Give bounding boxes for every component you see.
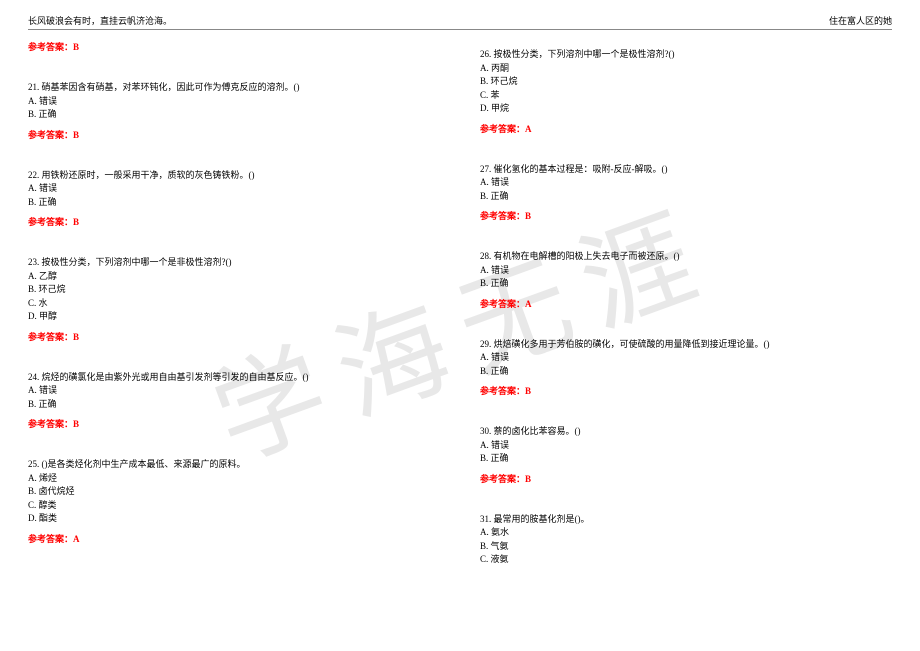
option-31c: C. 液氨 bbox=[480, 553, 892, 567]
question-23: 23. 按极性分类，下列溶剂中哪一个是非极性溶剂?() bbox=[28, 256, 440, 270]
option-25a: A. 烯烃 bbox=[28, 472, 440, 486]
option-31a: A. 氨水 bbox=[480, 526, 892, 540]
option-28b: B. 正确 bbox=[480, 277, 892, 291]
option-30a: A. 错误 bbox=[480, 439, 892, 453]
option-21b: B. 正确 bbox=[28, 108, 440, 122]
option-29b: B. 正确 bbox=[480, 365, 892, 379]
option-26a: A. 丙酮 bbox=[480, 62, 892, 76]
header-right: 住在富人区的她 bbox=[829, 14, 892, 27]
question-22: 22. 用铁粉还原时，一般采用干净，质软的灰色铸铁粉。() bbox=[28, 169, 440, 183]
answer-22: 参考答案：B bbox=[28, 215, 440, 228]
right-column: 26. 按极性分类，下列溶剂中哪一个是极性溶剂?() A. 丙酮 B. 环己烷 … bbox=[480, 34, 892, 573]
option-24b: B. 正确 bbox=[28, 398, 440, 412]
answer-23: 参考答案：B bbox=[28, 330, 440, 343]
option-23a: A. 乙醇 bbox=[28, 270, 440, 284]
option-28a: A. 错误 bbox=[480, 264, 892, 278]
option-26b: B. 环己烷 bbox=[480, 75, 892, 89]
option-30b: B. 正确 bbox=[480, 452, 892, 466]
option-26d: D. 甲烷 bbox=[480, 102, 892, 116]
option-23d: D. 甲醇 bbox=[28, 310, 440, 324]
option-26c: C. 苯 bbox=[480, 89, 892, 103]
question-24: 24. 烷烃的磺氯化是由紫外光或用自由基引发剂等引发的自由基反应。() bbox=[28, 371, 440, 385]
option-25c: C. 醇类 bbox=[28, 499, 440, 513]
page-content: 长风破浪会有时，直挂云帆济沧海。 住在富人区的她 参考答案：B 21. 硝基苯因… bbox=[0, 0, 920, 587]
answer-29: 参考答案：B bbox=[480, 384, 892, 397]
option-22a: A. 错误 bbox=[28, 182, 440, 196]
answer-30: 参考答案：B bbox=[480, 472, 892, 485]
question-27: 27. 催化氢化的基本过程是：吸附-反应-解吸。() bbox=[480, 163, 892, 177]
question-26: 26. 按极性分类，下列溶剂中哪一个是极性溶剂?() bbox=[480, 48, 892, 62]
header-left: 长风破浪会有时，直挂云帆济沧海。 bbox=[28, 14, 172, 27]
option-22b: B. 正确 bbox=[28, 196, 440, 210]
answer-26: 参考答案：A bbox=[480, 122, 892, 135]
option-25b: B. 卤代烷烃 bbox=[28, 485, 440, 499]
answer-21: 参考答案：B bbox=[28, 128, 440, 141]
answer-27: 参考答案：B bbox=[480, 209, 892, 222]
option-23b: B. 环己烷 bbox=[28, 283, 440, 297]
option-25d: D. 酯类 bbox=[28, 512, 440, 526]
question-25: 25. ()是各类烃化剂中生产成本最低、来源最广的原料。 bbox=[28, 458, 440, 472]
option-21a: A. 错误 bbox=[28, 95, 440, 109]
option-27a: A. 错误 bbox=[480, 176, 892, 190]
answer-24: 参考答案：B bbox=[28, 417, 440, 430]
answer-28: 参考答案：A bbox=[480, 297, 892, 310]
answer-20: 参考答案：B bbox=[28, 40, 440, 53]
option-31b: B. 气氨 bbox=[480, 540, 892, 554]
option-29a: A. 错误 bbox=[480, 351, 892, 365]
question-30: 30. 萘的卤化比苯容易。() bbox=[480, 425, 892, 439]
question-31: 31. 最常用的胺基化剂是()。 bbox=[480, 513, 892, 527]
option-24a: A. 错误 bbox=[28, 384, 440, 398]
answer-25: 参考答案：A bbox=[28, 532, 440, 545]
question-21: 21. 硝基苯因含有硝基，对苯环钝化，因此可作为傅克反应的溶剂。() bbox=[28, 81, 440, 95]
question-29: 29. 烘焙磺化多用于芳伯胺的磺化，可使硫酸的用量降低到接近理论量。() bbox=[480, 338, 892, 352]
question-28: 28. 有机物在电解槽的阳极上失去电子而被还原。() bbox=[480, 250, 892, 264]
option-27b: B. 正确 bbox=[480, 190, 892, 204]
two-columns: 参考答案：B 21. 硝基苯因含有硝基，对苯环钝化，因此可作为傅克反应的溶剂。(… bbox=[28, 34, 892, 573]
option-23c: C. 水 bbox=[28, 297, 440, 311]
left-column: 参考答案：B 21. 硝基苯因含有硝基，对苯环钝化，因此可作为傅克反应的溶剂。(… bbox=[28, 34, 440, 573]
page-header: 长风破浪会有时，直挂云帆济沧海。 住在富人区的她 bbox=[28, 14, 892, 30]
